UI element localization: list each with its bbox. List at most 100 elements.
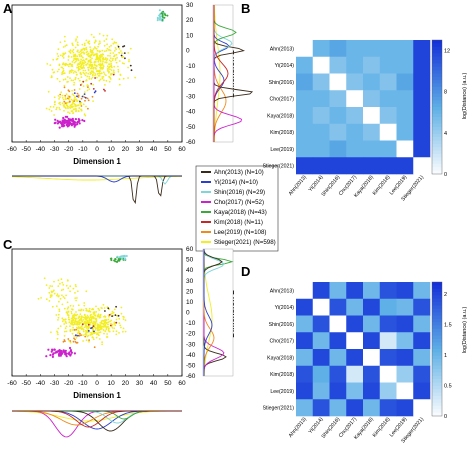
scatter-point [107, 321, 110, 324]
y-tick-label: 10 [186, 32, 194, 39]
scatter-point [95, 64, 98, 67]
scatter-point [90, 78, 93, 80]
scatter-point [88, 88, 91, 90]
y-tick-label: 60 [186, 246, 194, 253]
scatter-point [89, 314, 92, 317]
colorbar-step [432, 292, 442, 296]
scatter-point [57, 313, 60, 316]
scatter-point [50, 76, 53, 78]
scatter-point [76, 120, 79, 123]
heatmap-cell [363, 107, 381, 125]
scatter-point [71, 322, 74, 325]
scatter-point [85, 105, 87, 108]
panel-letter-c: C [3, 237, 13, 252]
scatter-point [61, 320, 64, 323]
panel-letter-b: B [241, 1, 250, 16]
scatter-point [57, 55, 60, 58]
scatter-point [59, 282, 61, 285]
scatter-point [71, 50, 74, 53]
scatter-point [72, 54, 75, 56]
scatter-point [98, 338, 101, 340]
scatter-point [82, 66, 85, 68]
heatmap-cell [413, 157, 431, 175]
heatmap-cell [379, 107, 397, 125]
scatter-point [85, 334, 88, 336]
heatmap-cell [413, 365, 431, 383]
scatter-point [61, 73, 63, 76]
scatter-point [85, 46, 88, 49]
scatter-point [112, 69, 115, 72]
scatter-point [94, 327, 97, 330]
scatter-point [66, 81, 68, 83]
x-tick-label: 60 [178, 380, 186, 387]
scatter-point [79, 60, 82, 63]
scatter-point [94, 90, 97, 93]
colorbar-step [432, 117, 442, 121]
scatter-point [114, 324, 117, 327]
scatter-point [72, 326, 74, 329]
colorbar-tick-label: 8 [444, 90, 447, 96]
scatter-point [108, 63, 111, 65]
scatter-point [67, 311, 70, 313]
row-label: Ahn(2013) [270, 46, 294, 52]
scatter-point [93, 91, 96, 94]
colorbar-label-d: log(Distance) (a.u.) [462, 306, 468, 353]
scatter-point [59, 297, 62, 300]
scatter-point [92, 336, 94, 339]
scatter-point [60, 91, 63, 94]
scatter-point [69, 325, 71, 327]
scatter-point [47, 90, 50, 93]
heatmap-cell [413, 282, 431, 300]
heatmap-cell [396, 140, 414, 158]
scatter-point [91, 95, 94, 98]
scatter-point [67, 314, 70, 317]
scatter-point [75, 323, 78, 325]
row-label: Lee(2019) [270, 389, 294, 395]
scatter-point [120, 54, 123, 57]
scatter-point [92, 52, 94, 54]
colorbar-step [432, 133, 442, 138]
scatter-point [85, 58, 87, 61]
scatter-point [103, 315, 105, 318]
scatter-point [94, 329, 97, 331]
colorbar-frame [431, 281, 443, 417]
scatter-point [91, 328, 94, 331]
colorbar-step [432, 295, 442, 300]
scatter-point [104, 61, 106, 64]
heatmap-cell [396, 90, 414, 108]
scatter-point [101, 53, 104, 56]
heatmap-cell [312, 107, 330, 125]
scatter-point [75, 328, 78, 331]
scatter-point [73, 337, 75, 340]
scatter-point [80, 58, 82, 61]
scatter-point [59, 41, 62, 44]
heatmap-cell [363, 123, 381, 141]
scatter-point [106, 43, 108, 46]
scatter-point [98, 331, 100, 334]
scatter-point [79, 102, 82, 105]
scatter-point [59, 325, 62, 327]
x-tick-label: -40 [36, 146, 46, 153]
scatter-point [37, 297, 40, 300]
scatter-point [72, 314, 75, 316]
scatter-point [96, 323, 99, 325]
scatter-point [115, 333, 118, 336]
scatter-point [156, 17, 159, 20]
scatter-point [84, 96, 87, 99]
colorbar-step [432, 127, 442, 131]
scatter-point [46, 63, 49, 65]
scatter-point [123, 45, 126, 47]
scatter-point [87, 86, 89, 89]
scatter-point [99, 66, 101, 69]
scatter-point [122, 330, 124, 333]
scatter-point [58, 300, 60, 303]
colorbar-label-b: log(Distance) (a.u.) [462, 72, 468, 119]
colorbar-step [432, 143, 442, 148]
scatter-point [57, 319, 59, 321]
scatter-point [70, 103, 73, 106]
scatter-point [82, 80, 85, 83]
scatter-point [110, 319, 113, 322]
scatter-point [73, 81, 76, 84]
colorbar-step [432, 285, 442, 290]
scatter-point [81, 323, 84, 326]
